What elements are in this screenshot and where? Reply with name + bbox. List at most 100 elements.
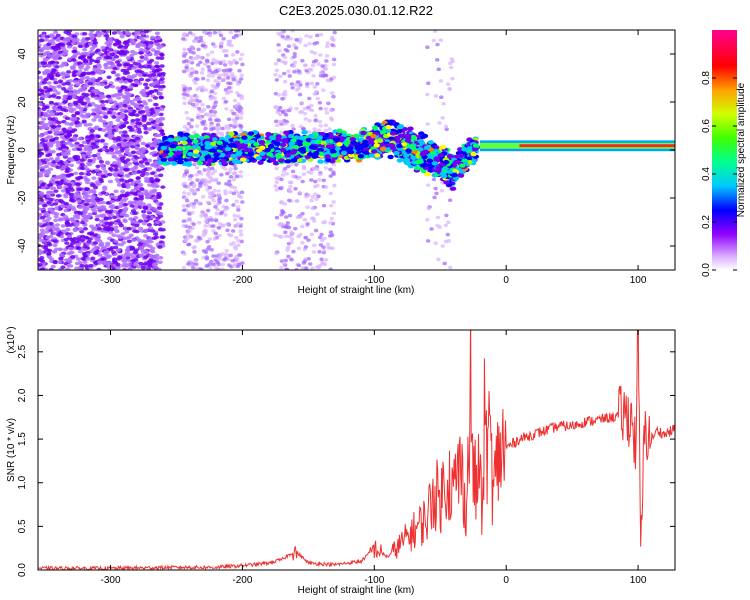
- heatmap-cell: [228, 253, 234, 258]
- heatmap-cell: [138, 59, 145, 63]
- heatmap-cell: [124, 150, 130, 155]
- heatmap-cell: [211, 262, 216, 267]
- heatmap-cell: [130, 255, 136, 260]
- heatmap-cell: [140, 88, 147, 93]
- heatmap-cell: [91, 112, 97, 116]
- heatmap-cell: [130, 188, 136, 193]
- heatmap-cell: [199, 214, 204, 218]
- heatmap-cell: [310, 63, 316, 68]
- heatmap-cell: [53, 136, 59, 141]
- heatmap-cell: [236, 243, 241, 248]
- heatmap-cell: [143, 176, 150, 181]
- heatmap-cell: [200, 178, 206, 182]
- heatmap-cell: [291, 249, 296, 254]
- heatmap-cell: [144, 86, 150, 90]
- heatmap-cell: [181, 204, 187, 208]
- heatmap-cell: [282, 166, 288, 171]
- heatmap-cell: [119, 193, 125, 198]
- heatmap-cell: [290, 30, 295, 33]
- heatmap-cell: [92, 67, 98, 72]
- heatmap-cell: [305, 205, 310, 209]
- heatmap-cell: [45, 235, 51, 240]
- heatmap-cell: [95, 238, 101, 242]
- heatmap-cell: [150, 229, 156, 233]
- heatmap-cell: [158, 255, 164, 260]
- heatmap-cell: [280, 96, 285, 101]
- heatmap-cell: [112, 66, 118, 71]
- heatmap-cell: [181, 83, 186, 88]
- heatmap-cell: [324, 111, 330, 115]
- heatmap-cell: [125, 56, 132, 60]
- heatmap-cell: [71, 34, 77, 38]
- heatmap-cell: [111, 111, 117, 115]
- heatmap-cell: [203, 112, 209, 117]
- heatmap-cell: [295, 80, 301, 84]
- heatmap-cell: [287, 213, 293, 218]
- heatmap-cell: [211, 58, 216, 62]
- heatmap-cell: [138, 77, 145, 82]
- heatmap-cell: [94, 217, 100, 222]
- heatmap-cell: [219, 210, 225, 214]
- heatmap-cell: [68, 198, 75, 203]
- heatmap-cell: [99, 163, 105, 167]
- heatmap-cell: [100, 174, 106, 179]
- heatmap-cell: [124, 30, 130, 35]
- heatmap-cell: [49, 33, 55, 37]
- heatmap-cell: [310, 195, 316, 199]
- heatmap-cell: [70, 66, 76, 71]
- heatmap-cell: [181, 265, 187, 270]
- heatmap-cell: [324, 44, 330, 49]
- heatmap-cell: [118, 44, 124, 49]
- heatmap-cell: [77, 211, 84, 216]
- heatmap-cell: [238, 229, 243, 234]
- heatmap-cell: [87, 154, 93, 158]
- heatmap-cell: [123, 80, 129, 84]
- heatmap-cell: [185, 237, 190, 241]
- heatmap-cell: [137, 219, 144, 223]
- heatmap-cell: [108, 148, 115, 152]
- heatmap-cell: [181, 54, 187, 58]
- heatmap-cell: [224, 49, 229, 53]
- heatmap-cell: [121, 198, 127, 203]
- heatmap-cell: [40, 231, 46, 235]
- heatmap-cell: [307, 107, 312, 112]
- heatmap-cell: [238, 116, 244, 120]
- heatmap-cell: [192, 250, 197, 254]
- heatmap-cell: [277, 119, 283, 124]
- heatmap-cell: [80, 41, 86, 46]
- heatmap-cell: [317, 119, 323, 124]
- heatmap-cell: [205, 52, 211, 57]
- heatmap-cell: [112, 210, 118, 214]
- heatmap-cell: [139, 173, 145, 178]
- heatmap-cell: [51, 186, 57, 190]
- heatmap-cell: [198, 181, 203, 186]
- heatmap-cell: [71, 113, 77, 118]
- heatmap-cell: [185, 116, 191, 121]
- heatmap-cell: [80, 256, 86, 261]
- heatmap-cell: [42, 170, 48, 174]
- heatmap-cell: [132, 51, 139, 56]
- heatmap-cell: [136, 130, 143, 134]
- heatmap-cell: [286, 164, 291, 169]
- heatmap-cell: [56, 232, 62, 237]
- heatmap-cell: [63, 89, 69, 94]
- heatmap-cell: [84, 96, 90, 101]
- heatmap-cell: [198, 116, 203, 121]
- heatmap-cell: [312, 243, 317, 248]
- heatmap-cell: [118, 31, 124, 36]
- heatmap-cell: [283, 234, 289, 239]
- heatmap-cell: [313, 114, 318, 118]
- heatmap-cell: [56, 84, 62, 89]
- heatmap-cell: [438, 79, 444, 83]
- heatmap-cell: [328, 174, 333, 178]
- heatmap-cell: [223, 256, 228, 260]
- heatmap-cell: [115, 161, 122, 165]
- heatmap-cell: [396, 158, 404, 163]
- heatmap-cell: [316, 62, 321, 66]
- heatmap-cell: [181, 51, 187, 56]
- heatmap-cell: [321, 245, 326, 249]
- heatmap-cell: [156, 36, 162, 40]
- heatmap-cell: [100, 100, 106, 104]
- heatmap-cell: [205, 240, 210, 244]
- heatmap-cell: [129, 204, 135, 208]
